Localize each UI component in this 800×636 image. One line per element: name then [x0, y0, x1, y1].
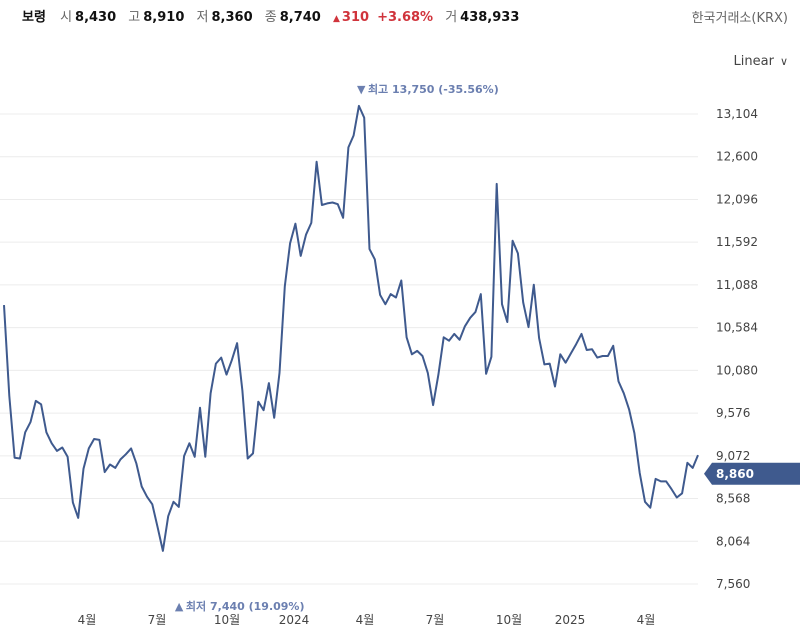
- x-tick-label: 4월: [637, 613, 656, 627]
- x-tick-label: 10월: [214, 613, 240, 627]
- quote-row: 보령 시 8,430 고 8,910 저 8,360 종 8,740 ▲ 310 +3.68…: [22, 6, 527, 25]
- x-tick-label: 4월: [78, 613, 97, 627]
- x-tick-label: 2025: [555, 613, 586, 627]
- y-tick-label: 11,088: [716, 278, 758, 292]
- y-tick-label: 10,080: [716, 363, 758, 377]
- y-tick-label: 13,104: [716, 107, 758, 121]
- price-line: [3, 104, 699, 552]
- min-annotation: 최저 7,440 (19.09%): [186, 599, 305, 613]
- close-value: 8,740: [279, 10, 321, 25]
- x-tick-label: 7월: [148, 613, 167, 627]
- x-tick-label: 2024: [279, 613, 310, 627]
- chevron-down-icon: ∨: [779, 55, 788, 68]
- y-tick-label: 8,568: [716, 492, 750, 506]
- exchange-label: 한국거래소(KRX): [691, 11, 788, 26]
- high-value: 8,910: [143, 10, 185, 25]
- close-label: 종: [264, 10, 277, 25]
- y-tick-label: 9,576: [716, 406, 750, 420]
- high-label: 고: [128, 10, 141, 25]
- max-marker-icon: ▼: [357, 83, 366, 96]
- y-tick-label: 11,592: [716, 235, 758, 249]
- x-tick-label: 10월: [496, 613, 522, 627]
- max-annotation: 최고 13,750 (-35.56%): [368, 82, 499, 96]
- open-value: 8,430: [75, 10, 117, 25]
- low-value: 8,360: [211, 10, 253, 25]
- scale-selector[interactable]: Linear ∨: [734, 54, 788, 69]
- stock-name: 보령: [22, 10, 46, 25]
- y-tick-label: 7,560: [716, 577, 750, 591]
- x-tick-label: 7월: [426, 613, 445, 627]
- current-price-label: 8,860: [716, 467, 754, 481]
- low-label: 저: [196, 10, 209, 25]
- change-percent: +3.68%: [377, 10, 434, 25]
- y-tick-label: 12,096: [716, 192, 758, 206]
- volume-value: 438,933: [460, 10, 520, 25]
- stock-header: 보령 시 8,430 고 8,910 저 8,360 종 8,740 ▲ 310 +3.68…: [0, 0, 800, 32]
- y-tick-label: 8,064: [716, 534, 750, 548]
- open-label: 시: [60, 10, 73, 25]
- up-triangle-icon: ▲: [333, 14, 340, 24]
- min-marker-icon: ▲: [175, 600, 184, 613]
- current-price-tag: [704, 462, 800, 485]
- y-tick-label: 10,584: [716, 321, 758, 335]
- change-value: 310: [341, 10, 370, 25]
- y-tick-label: 9,072: [716, 449, 750, 463]
- x-tick-label: 4월: [356, 613, 375, 627]
- scale-selector-label: Linear: [733, 54, 774, 69]
- y-tick-label: 12,600: [716, 150, 758, 164]
- volume-label: 거: [445, 10, 458, 25]
